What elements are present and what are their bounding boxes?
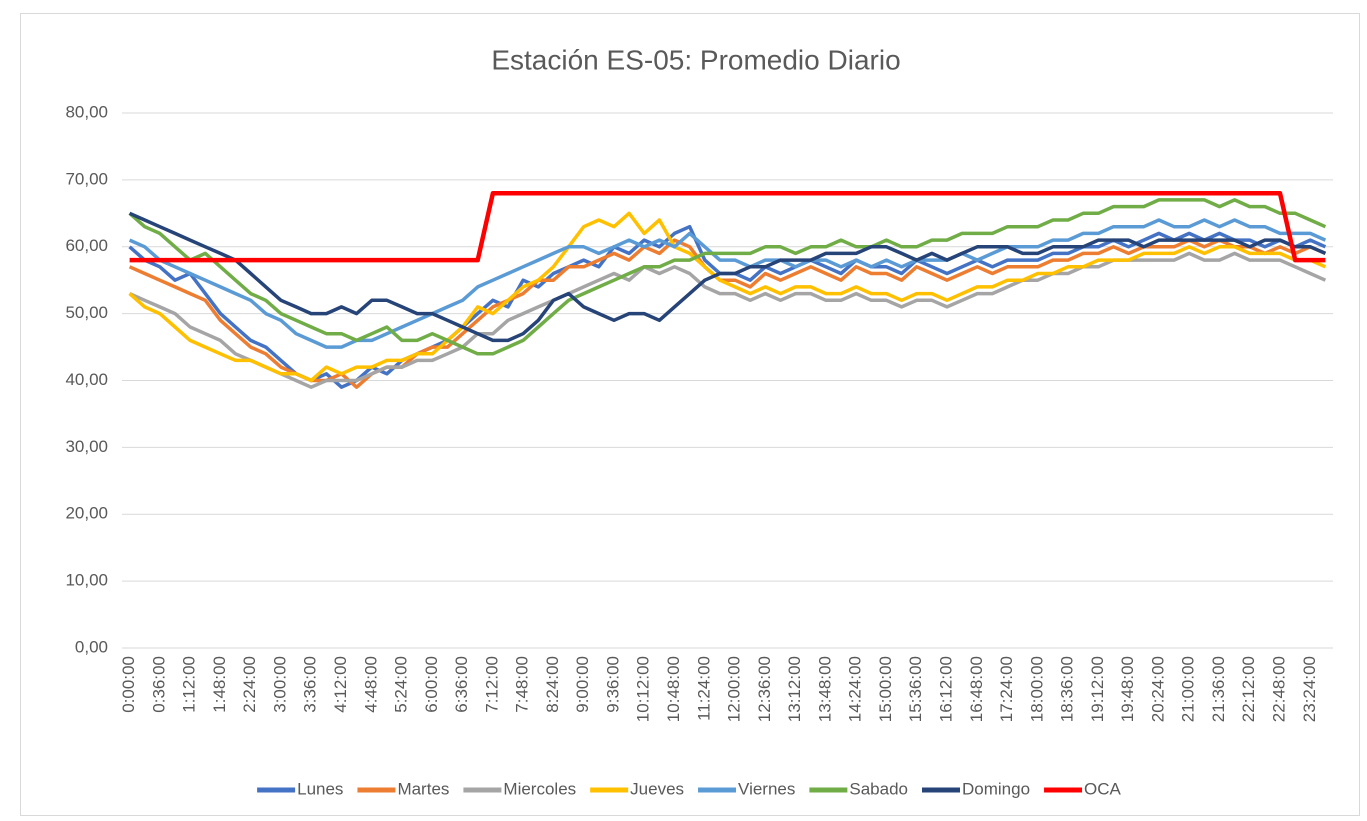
x-tick-label: 13:12:00 [785, 656, 804, 722]
x-tick-label: 1:48:00 [210, 656, 229, 713]
y-tick-label: 80,00 [65, 102, 108, 121]
legend-label: Martes [397, 779, 449, 798]
series-line [128, 211, 1327, 383]
x-tick-label: 7:48:00 [513, 656, 532, 713]
x-tick-label: 18:36:00 [1058, 656, 1077, 722]
x-tick-label: 7:12:00 [482, 656, 501, 713]
x-tick-label: 16:48:00 [967, 656, 986, 722]
x-tick-label: 0:00:00 [119, 656, 138, 713]
legend-label: OCA [1084, 779, 1122, 798]
series-line [128, 218, 1327, 349]
x-tick-label: 11:24:00 [694, 656, 713, 721]
x-tick-label: 13:48:00 [815, 656, 834, 722]
x-tick-label: 4:12:00 [331, 656, 350, 713]
x-tick-label: 22:12:00 [1239, 656, 1258, 722]
y-tick-label: 40,00 [65, 370, 108, 389]
y-tick-label: 70,00 [65, 169, 108, 188]
x-tick-label: 3:36:00 [301, 656, 320, 713]
x-tick-label: 9:36:00 [603, 656, 622, 713]
x-tick-label: 2:24:00 [240, 656, 259, 713]
x-tick-label: 10:48:00 [664, 656, 683, 722]
x-tick-label: 8:24:00 [543, 656, 562, 713]
x-tick-label: 4:48:00 [361, 656, 380, 713]
series-line [128, 198, 1327, 356]
y-tick-label: 50,00 [65, 303, 108, 322]
legend-label: Domingo [962, 779, 1030, 798]
x-tick-label: 9:00:00 [573, 656, 592, 713]
x-tick-label: 1:12:00 [180, 656, 199, 713]
legend-label: Viernes [738, 779, 795, 798]
y-tick-label: 0,00 [75, 637, 108, 656]
legend-label: Miercoles [503, 779, 576, 798]
y-tick-label: 30,00 [65, 437, 108, 456]
x-tick-label: 15:00:00 [876, 656, 895, 722]
x-tick-label: 18:00:00 [1027, 656, 1046, 722]
legend-label: Jueves [630, 779, 684, 798]
x-tick-label: 6:36:00 [452, 656, 471, 713]
x-tick-label: 0:36:00 [149, 656, 168, 713]
y-tick-label: 60,00 [65, 236, 108, 255]
x-tick-label: 19:48:00 [1118, 656, 1137, 722]
x-tick-label: 14:24:00 [846, 656, 865, 722]
legend-label: Lunes [297, 779, 343, 798]
y-tick-label: 20,00 [65, 504, 108, 523]
x-tick-label: 10:12:00 [634, 656, 653, 722]
x-tick-label: 12:00:00 [725, 656, 744, 722]
x-tick-label: 3:00:00 [270, 656, 289, 713]
x-tick-label: 17:24:00 [997, 656, 1016, 722]
y-tick-label: 10,00 [65, 571, 108, 590]
x-tick-label: 20:24:00 [1148, 656, 1167, 722]
x-tick-label: 12:36:00 [755, 656, 774, 722]
series-line [128, 211, 1327, 343]
x-tick-label: 19:12:00 [1088, 656, 1107, 722]
chart-title: Estación ES-05: Promedio Diario [491, 44, 900, 75]
legend-label: Sabado [849, 779, 908, 798]
chart-border [20, 13, 1360, 816]
x-tick-label: 16:12:00 [936, 656, 955, 722]
x-tick-label: 5:24:00 [392, 656, 411, 713]
series-line [129, 191, 1326, 263]
x-tick-label: 6:00:00 [422, 656, 441, 713]
x-tick-label: 22:48:00 [1270, 656, 1289, 722]
x-tick-label: 15:36:00 [906, 656, 925, 722]
x-tick-label: 23:24:00 [1300, 656, 1319, 722]
x-tick-label: 21:00:00 [1179, 656, 1198, 722]
x-tick-label: 21:36:00 [1209, 656, 1228, 722]
